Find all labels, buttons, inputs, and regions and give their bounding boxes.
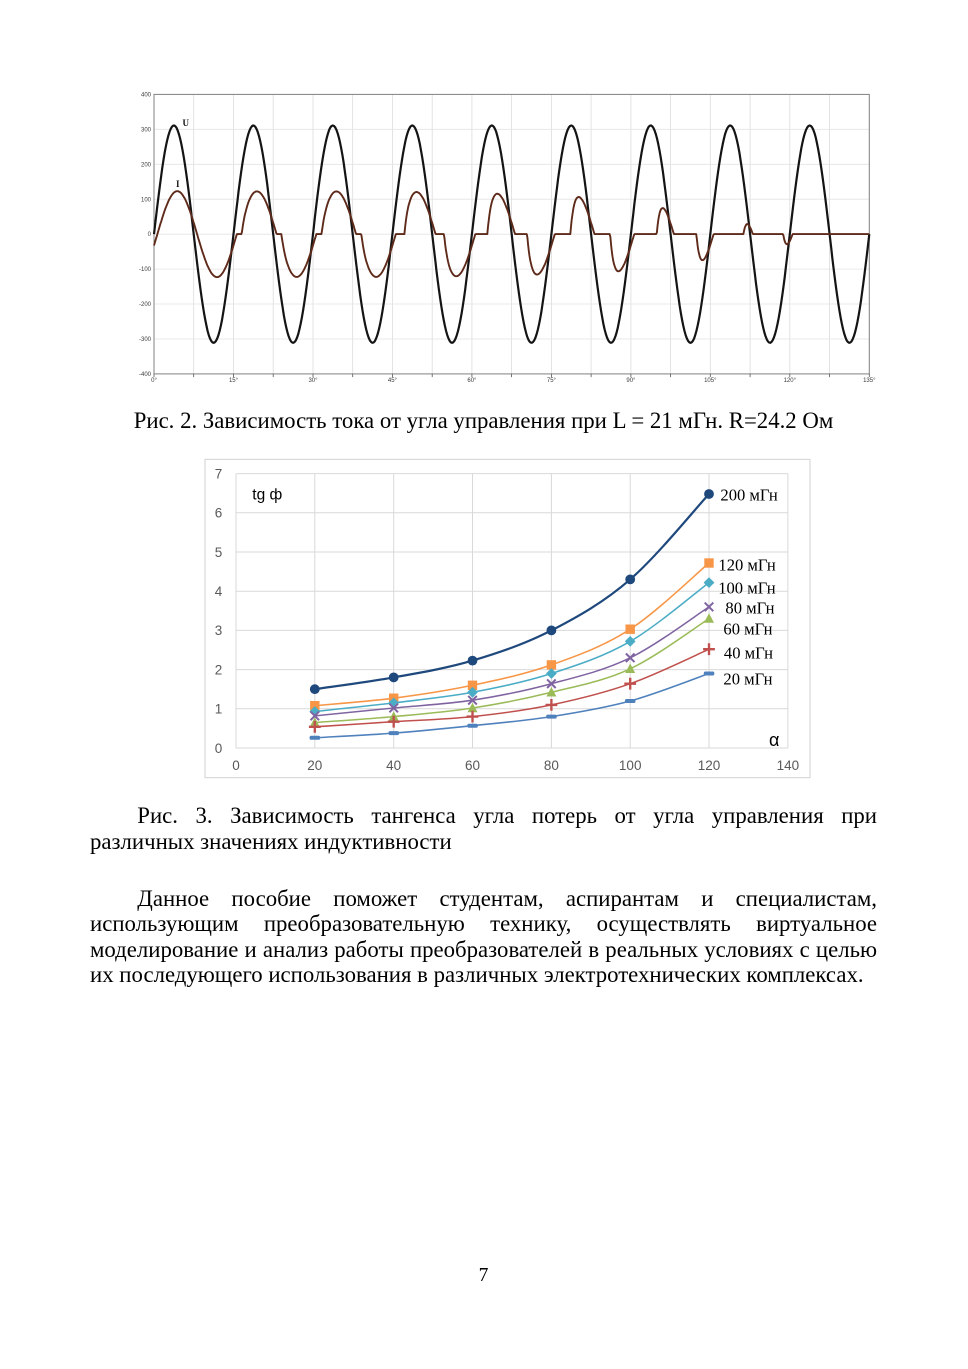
svg-text:20: 20 (307, 758, 322, 773)
svg-text:-200: -200 (139, 302, 152, 308)
svg-text:80 мГн: 80 мГн (725, 599, 774, 618)
svg-text:4: 4 (215, 584, 223, 599)
svg-text:400: 400 (141, 93, 152, 99)
svg-text:75°: 75° (547, 378, 557, 384)
svg-text:0: 0 (232, 758, 240, 773)
svg-text:100: 100 (141, 197, 152, 203)
svg-text:60°: 60° (467, 378, 477, 384)
svg-text:-400: -400 (139, 372, 152, 378)
svg-text:40 мГн: 40 мГн (724, 644, 773, 663)
svg-text:0: 0 (215, 741, 223, 756)
svg-text:140: 140 (777, 758, 800, 773)
svg-text:I: I (176, 179, 180, 189)
svg-text:120 мГн: 120 мГн (718, 555, 776, 574)
svg-text:0: 0 (148, 232, 152, 238)
svg-text:30°: 30° (308, 378, 318, 384)
svg-text:3: 3 (215, 623, 223, 638)
svg-text:120°: 120° (784, 378, 797, 384)
svg-text:120: 120 (698, 758, 721, 773)
svg-text:200: 200 (141, 162, 152, 168)
svg-text:15°: 15° (229, 378, 239, 384)
svg-text:U: U (183, 118, 190, 128)
svg-text:105°: 105° (704, 378, 717, 384)
svg-text:100 мГн: 100 мГн (718, 579, 776, 598)
svg-text:135°: 135° (863, 378, 876, 384)
svg-text:90°: 90° (626, 378, 636, 384)
svg-text:1: 1 (215, 702, 223, 717)
svg-text:300: 300 (141, 127, 152, 133)
svg-text:α: α (769, 730, 779, 750)
svg-text:2: 2 (215, 662, 223, 677)
svg-text:7: 7 (215, 466, 223, 481)
svg-text:100: 100 (619, 758, 642, 773)
svg-text:-300: -300 (139, 337, 152, 343)
svg-text:45°: 45° (388, 378, 398, 384)
svg-text:-100: -100 (139, 267, 152, 273)
svg-text:60 мГн: 60 мГн (723, 620, 772, 639)
svg-text:tg ф: tg ф (252, 486, 282, 503)
svg-text:6: 6 (215, 506, 223, 521)
svg-text:0°: 0° (151, 378, 157, 384)
svg-text:60: 60 (465, 758, 480, 773)
svg-text:5: 5 (215, 545, 223, 560)
svg-text:40: 40 (386, 758, 401, 773)
svg-text:200 мГн: 200 мГн (720, 486, 778, 505)
svg-text:20 мГн: 20 мГн (723, 670, 772, 689)
svg-text:80: 80 (544, 758, 559, 773)
